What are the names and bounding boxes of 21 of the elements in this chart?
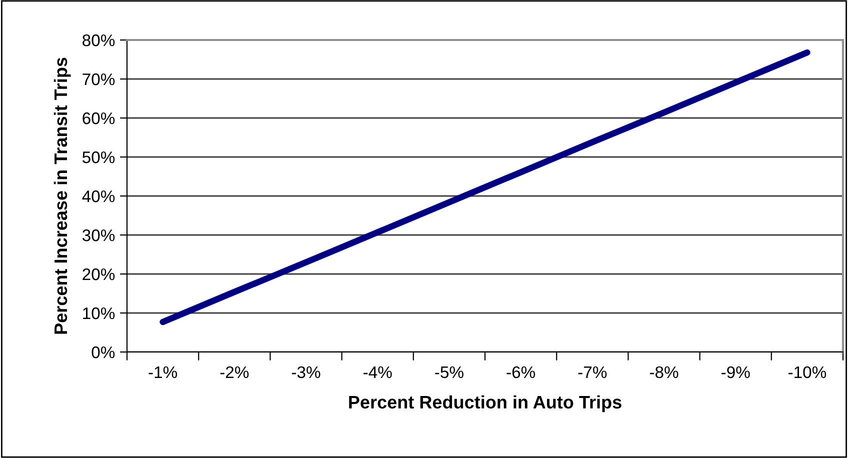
y-tick-label: 50% bbox=[82, 151, 115, 164]
x-tick-label: -9% bbox=[722, 366, 750, 378]
y-tick-label: 30% bbox=[82, 229, 115, 242]
y-tick-label: 20% bbox=[82, 268, 115, 280]
y-tick-label: 40% bbox=[82, 190, 115, 202]
y-tick-label: 70% bbox=[82, 73, 115, 86]
x-tick-label: -1% bbox=[148, 366, 178, 378]
x-tick-label: -2% bbox=[220, 366, 249, 378]
x-tick-label: -8% bbox=[650, 366, 678, 378]
y-tick-label: 80% bbox=[82, 34, 115, 46]
x-axis-title: Percent Reduction in Auto Trips bbox=[349, 395, 622, 412]
x-tick-label: -10% bbox=[788, 366, 826, 378]
x-tick-label: -6% bbox=[506, 366, 536, 378]
y-tick-label: 10% bbox=[83, 307, 115, 320]
x-tick-label: -5% bbox=[435, 366, 464, 378]
y-tick-label: 0% bbox=[92, 346, 115, 358]
y-axis-title: Percent Increase in Transit Trips bbox=[54, 58, 71, 334]
x-tick-label: -4% bbox=[364, 366, 392, 378]
y-tick-label: 60% bbox=[82, 112, 115, 124]
x-tick-label: -7% bbox=[578, 366, 607, 378]
x-tick-label: -3% bbox=[292, 366, 320, 378]
